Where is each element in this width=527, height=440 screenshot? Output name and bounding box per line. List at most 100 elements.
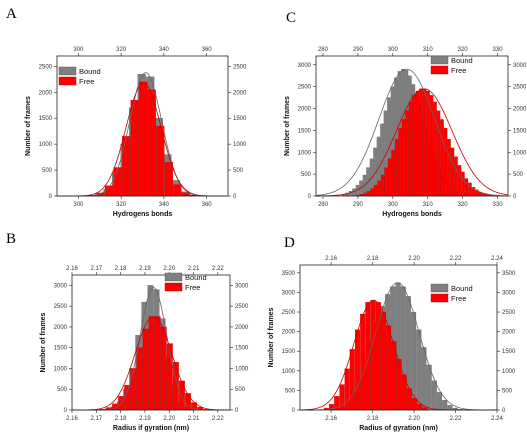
bar-free — [179, 380, 185, 411]
y-tick-label: 1500 — [282, 349, 296, 355]
legend-label-free: Free — [79, 77, 94, 86]
bar-free — [398, 128, 402, 197]
x-tick-label: 280 — [318, 202, 329, 208]
bar-free — [363, 192, 367, 197]
fit-line-free — [57, 82, 228, 197]
panel-letter: A — [6, 6, 17, 22]
bar-free — [349, 349, 355, 411]
x-tick-label: 2.24 — [491, 416, 503, 422]
y-tick-label: 2000 — [54, 325, 68, 331]
legend-label-bound: Bound — [185, 273, 207, 282]
bar-free — [370, 188, 374, 197]
top-tick-label: 300 — [73, 47, 84, 53]
y-tick-label: 3000 — [54, 283, 68, 289]
x-tick-label: 2.16 — [325, 416, 337, 422]
bar-free — [401, 374, 407, 411]
bar-free — [154, 316, 161, 411]
y-axis-label: Number of frames — [268, 307, 275, 367]
legend-swatch-free — [430, 65, 449, 75]
right-tick-label: 1000 — [233, 142, 247, 148]
top-tick-label: 2.17 — [90, 266, 102, 272]
bar-free — [461, 171, 465, 197]
legend-label-free: Free — [185, 283, 200, 292]
bar-bound — [421, 347, 427, 411]
bar-free — [412, 95, 416, 197]
bar-free — [380, 174, 385, 197]
series-free — [87, 81, 199, 197]
bar-free — [160, 326, 167, 411]
y-tick-label: 1500 — [39, 116, 53, 122]
bar-bound — [431, 380, 437, 411]
right-tick-label: 2000 — [235, 325, 249, 331]
right-tick-label: 500 — [513, 172, 524, 178]
right-tick-label: 0 — [513, 194, 517, 200]
x-tick-label: 2.18 — [367, 416, 379, 422]
x-tick-label: 300 — [73, 202, 84, 208]
x-tick-label: 340 — [159, 202, 170, 208]
plot-frame — [56, 55, 229, 197]
right-tick-label: 0 — [233, 194, 237, 200]
y-tick-label: 3000 — [282, 290, 296, 296]
bar-bound — [447, 405, 453, 411]
y-tick-label: 2500 — [54, 304, 68, 310]
x-tick-label: 2.21 — [188, 416, 200, 422]
bar-free — [391, 149, 395, 197]
right-tick-label: 3000 — [513, 63, 527, 69]
x-tick-label: 360 — [202, 202, 213, 208]
right-tick-label: 2000 — [233, 90, 247, 96]
bar-free — [422, 88, 427, 197]
bar-free — [173, 184, 182, 197]
x-tick-label: 320 — [116, 202, 127, 208]
legend-swatch-bound — [430, 283, 449, 293]
fit-line-bound — [300, 282, 498, 411]
y-axis-label: Number of frames — [284, 96, 291, 156]
y-tick-label: 500 — [42, 168, 53, 174]
bar-free — [450, 147, 455, 197]
y-tick-label: 2000 — [39, 90, 53, 96]
y-axis-label: Number of frames — [40, 312, 47, 372]
top-tick-label: 320 — [116, 47, 127, 53]
top-tick-label: 330 — [493, 47, 504, 53]
legend-swatch-free — [430, 293, 449, 303]
series-free — [323, 300, 428, 411]
top-tick-label: 320 — [458, 47, 469, 53]
y-tick-label: 2500 — [39, 64, 53, 70]
bar-free — [443, 128, 448, 197]
y-tick-label: 2000 — [282, 330, 296, 336]
bar-free — [419, 88, 423, 197]
bar-free — [164, 162, 173, 197]
top-tick-label: 2.18 — [115, 266, 127, 272]
y-tick-label: 0 — [64, 408, 68, 414]
bar-free — [380, 311, 386, 411]
y-tick-label: 0 — [292, 408, 296, 414]
top-tick-label: 2.19 — [139, 266, 151, 272]
right-tick-label: 1500 — [502, 349, 516, 355]
right-tick-label: 3000 — [502, 290, 516, 296]
y-tick-label: 1000 — [54, 366, 68, 372]
right-tick-label: 0 — [235, 408, 239, 414]
bar-free — [454, 156, 458, 197]
x-tick-label: 320 — [458, 202, 469, 208]
legend-label-free: Free — [451, 294, 466, 303]
chart-panel-A: A 300 320 340 360 300 320 340 360 0 500 1000 1500 200… — [6, 6, 247, 218]
bar-free — [147, 89, 156, 197]
top-tick-label: 2.22 — [450, 256, 462, 262]
x-axis-label: Radius if gyration (nm) — [113, 425, 189, 432]
bar-free — [130, 368, 137, 411]
chart-panel-B: B 2.16 2.17 2.18 2.19 2.20 2.21 2.22 2.16 2.17 2.1… — [6, 231, 249, 432]
legend-label-free: Free — [451, 66, 466, 75]
bar-free — [181, 192, 191, 197]
plot-frame — [299, 264, 498, 411]
right-tick-label: 500 — [502, 388, 513, 394]
bar-free — [124, 384, 131, 411]
y-tick-label: 1000 — [298, 150, 312, 156]
x-tick-label: 2.19 — [139, 416, 151, 422]
y-tick-label: 2500 — [298, 85, 312, 91]
top-tick-label: 2.20 — [163, 266, 175, 272]
x-tick-label: 2.22 — [450, 416, 462, 422]
top-tick-label: 2.22 — [212, 266, 224, 272]
